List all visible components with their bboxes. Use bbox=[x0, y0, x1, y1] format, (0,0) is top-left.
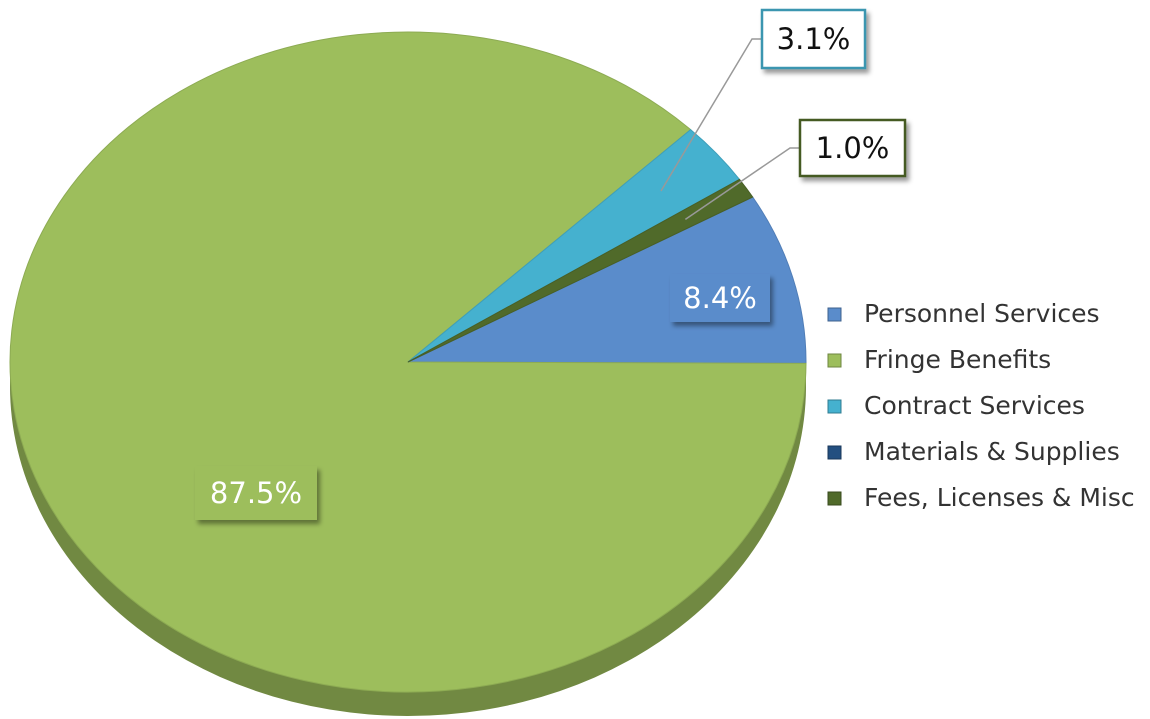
pie-slice bbox=[407, 178, 754, 363]
legend-label: Materials & Supplies bbox=[864, 437, 1120, 466]
legend-label: Fees, Licenses & Misc bbox=[864, 483, 1135, 512]
data-label-box bbox=[670, 274, 770, 322]
data-label-box bbox=[798, 118, 907, 178]
legend-label: Personnel Services bbox=[864, 299, 1100, 328]
legend-swatch bbox=[827, 445, 842, 460]
data-label-box bbox=[760, 8, 867, 70]
leader-line bbox=[684, 147, 800, 221]
data-label: 3.1% bbox=[777, 22, 851, 56]
legend-swatch bbox=[827, 491, 842, 506]
legend-label: Fringe Benefits bbox=[864, 345, 1051, 374]
legend-swatch bbox=[827, 353, 842, 368]
legend-label: Contract Services bbox=[864, 391, 1085, 420]
data-label-box bbox=[195, 466, 317, 520]
data-label: 87.5% bbox=[210, 476, 302, 510]
legend-swatch bbox=[827, 399, 842, 414]
legend-swatch bbox=[827, 307, 842, 322]
leader-line bbox=[660, 38, 762, 192]
data-label: 8.4% bbox=[683, 281, 757, 315]
data-label: 1.0% bbox=[816, 131, 890, 165]
